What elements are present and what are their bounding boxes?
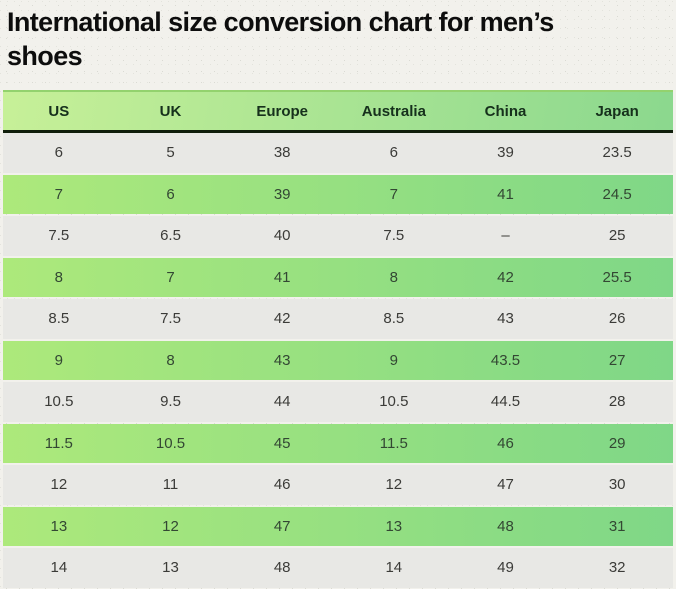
table-cell: 29 xyxy=(608,434,626,452)
table-cell: 8.5 xyxy=(48,310,70,328)
table-cell: 38 xyxy=(273,144,291,162)
table-cell: 23.5 xyxy=(602,144,632,162)
table-cell: 40 xyxy=(273,227,291,245)
table-row: 7 6 39 7 41 24.5 xyxy=(3,174,673,214)
conversion-table: US UK Europe Australia China Japan 6 5 38 6 39 23.… xyxy=(3,90,673,588)
table-cell: 42 xyxy=(273,310,291,328)
page-title: International size conversion chart for … xyxy=(7,7,554,71)
table-cell: 10.5 xyxy=(44,393,74,411)
table-row: 11.5 10.5 45 11.5 46 29 xyxy=(3,423,673,463)
table-row: 6 5 38 6 39 23.5 xyxy=(3,133,673,173)
column-header-japan: Japan xyxy=(595,102,639,120)
table-cell: 7.5 xyxy=(383,227,405,245)
table-cell: 32 xyxy=(608,559,626,577)
table-cell: 6 xyxy=(389,144,398,162)
table-cell: 28 xyxy=(608,393,626,411)
table-cell: 11.5 xyxy=(44,434,73,452)
table-cell: 47 xyxy=(497,476,514,494)
table-cell: 41 xyxy=(273,268,291,286)
table-cell: 30 xyxy=(608,476,626,494)
table-row: 7.5 6.5 40 7.5 – 25 xyxy=(3,216,673,256)
table-cell: 9 xyxy=(54,351,63,369)
table-cell: 48 xyxy=(273,559,291,577)
table-cell: – xyxy=(501,227,510,245)
table-row: 9 8 43 9 43.5 27 xyxy=(3,340,673,380)
table-row: 13 12 47 13 48 31 xyxy=(3,506,673,546)
table-body: 6 5 38 6 39 23.5 7 6 39 7 41 24.5 7.5 6.5 40 7.5 – 25 8 7 41… xyxy=(3,133,673,588)
table-cell: 14 xyxy=(50,559,68,577)
column-header-australia: Australia xyxy=(361,102,426,120)
table-cell: 41 xyxy=(497,185,514,203)
table-cell: 8 xyxy=(389,268,398,286)
table-row: 8.5 7.5 42 8.5 43 26 xyxy=(3,299,673,339)
table-cell: 6.5 xyxy=(160,227,181,245)
table-cell: 10.5 xyxy=(155,434,186,452)
table-cell: 13 xyxy=(162,559,179,577)
table-cell: 39 xyxy=(497,144,514,162)
table-row: 10.5 9.5 44 10.5 44.5 28 xyxy=(3,382,673,422)
table-row: 12 11 46 12 47 30 xyxy=(3,465,673,505)
table-cell: 12 xyxy=(385,476,403,494)
table-cell: 25.5 xyxy=(602,268,632,286)
table-cell: 9.5 xyxy=(160,393,181,411)
table-cell: 46 xyxy=(497,434,514,452)
table-cell: 46 xyxy=(273,476,291,494)
table-row: 14 13 48 14 49 32 xyxy=(3,548,673,588)
table-cell: 8 xyxy=(54,268,63,286)
table-cell: 24.5 xyxy=(602,185,632,203)
table-cell: 12 xyxy=(50,476,68,494)
table-cell: 45 xyxy=(273,434,291,452)
table-cell: 48 xyxy=(497,517,514,535)
table-cell: 27 xyxy=(608,351,626,369)
table-cell: 7 xyxy=(54,185,63,203)
table-cell: 6 xyxy=(166,185,175,203)
table-cell: 44 xyxy=(273,393,291,411)
column-header-us: US xyxy=(48,102,70,120)
table-cell: 8 xyxy=(166,351,175,369)
table-cell: 13 xyxy=(50,517,68,535)
column-header-europe: Europe xyxy=(256,102,308,120)
table-row: 8 7 41 8 42 25.5 xyxy=(3,257,673,297)
table-cell: 7 xyxy=(166,268,175,286)
column-header-china: China xyxy=(484,102,527,120)
table-cell: 11.5 xyxy=(379,434,408,452)
table-cell: 9 xyxy=(389,351,398,369)
column-header-uk: UK xyxy=(159,102,182,120)
table-cell: 43 xyxy=(273,351,291,369)
table-cell: 26 xyxy=(608,310,626,328)
table-cell: 13 xyxy=(385,517,403,535)
table-cell: 39 xyxy=(273,185,291,203)
table-cell: 8.5 xyxy=(383,310,405,328)
table-cell: 43.5 xyxy=(490,351,521,369)
table-cell: 6 xyxy=(54,144,63,162)
table-cell: 49 xyxy=(497,559,514,577)
table-cell: 10.5 xyxy=(379,393,409,411)
table-cell: 25 xyxy=(608,227,626,245)
table-cell: 11 xyxy=(162,476,179,494)
table-cell: 47 xyxy=(273,517,291,535)
table-cell: 12 xyxy=(162,517,179,535)
table-cell: 7 xyxy=(389,185,398,203)
table-cell: 42 xyxy=(497,268,514,286)
table-cell: 44.5 xyxy=(490,393,521,411)
table-cell: 31 xyxy=(608,517,626,535)
table-cell: 43 xyxy=(497,310,514,328)
table-cell: 7.5 xyxy=(48,227,70,245)
table-cell: 7.5 xyxy=(160,310,181,328)
table-cell: 5 xyxy=(166,144,175,162)
table-cell: 14 xyxy=(385,559,403,577)
table-header-row: US UK Europe Australia China Japan xyxy=(3,90,673,133)
